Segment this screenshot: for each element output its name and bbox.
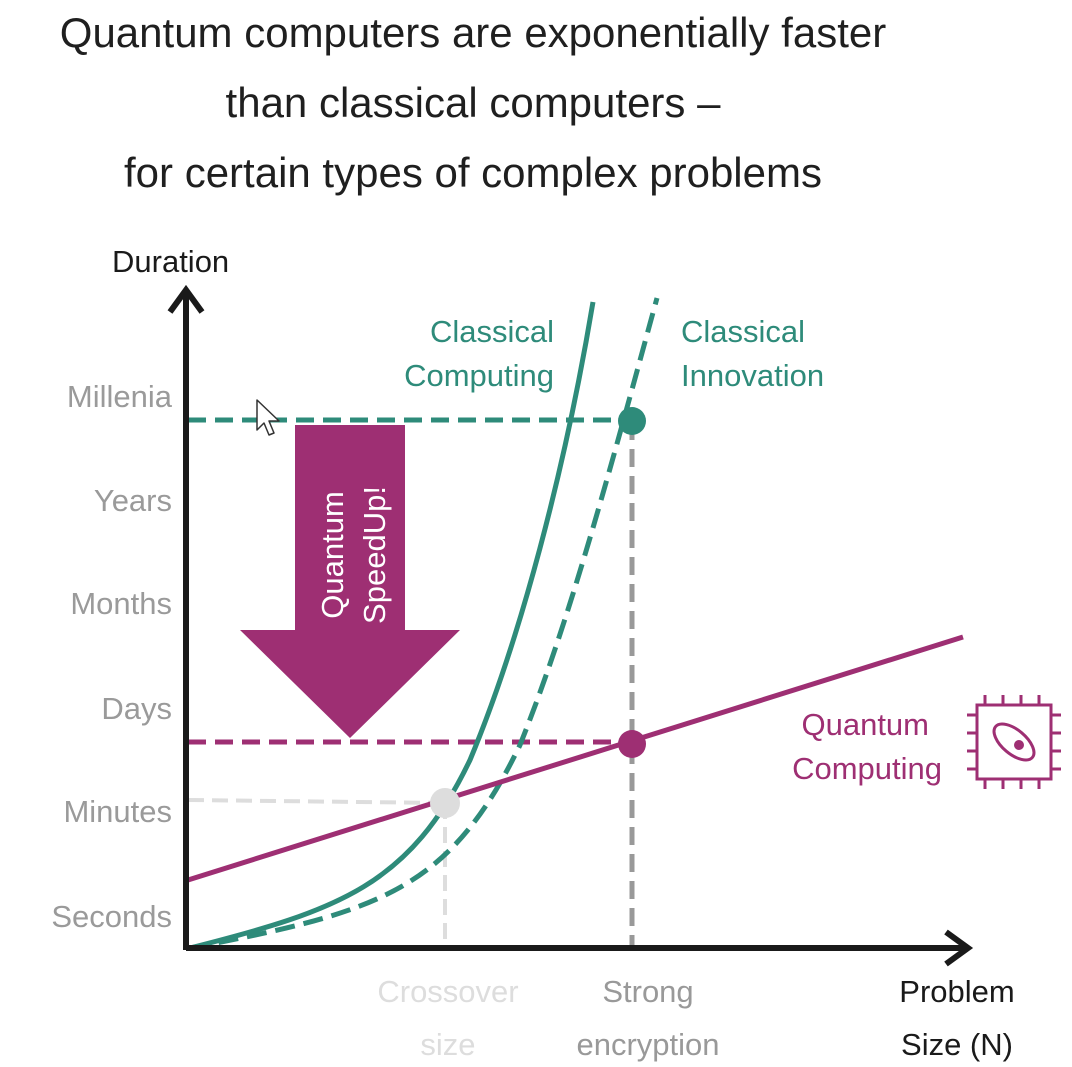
classical-innovation-curve [189, 297, 660, 951]
quantum-chip-icon [967, 695, 1061, 789]
y-tick-years: Years [94, 483, 172, 518]
quantum-computing-line [187, 634, 964, 883]
speedup-label-line1: Quantum [315, 491, 350, 619]
speedup-label-line2: SpeedUp! [357, 486, 392, 624]
encryption-label-line2: encryption [576, 1027, 719, 1062]
crossover-label-line2: size [420, 1027, 475, 1062]
title-line-1: Quantum computers are exponentially fast… [59, 9, 887, 56]
y-tick-seconds: Seconds [51, 899, 172, 934]
quantum-speedup-arrow [240, 425, 460, 738]
encryption-label-line1: Strong [602, 974, 693, 1009]
crossover-horizontal-guide [187, 798, 446, 805]
x-axis-label-line2: Size (N) [901, 1027, 1013, 1062]
quantum-computing-label-line2: Computing [792, 751, 942, 786]
title-line-2: than classical computers – [225, 79, 721, 126]
crossover-label-line1: Crossover [377, 974, 518, 1009]
title-line-3: for certain types of complex problems [124, 149, 822, 196]
classical-innovation-label-line1: Classical [681, 314, 805, 349]
y-axis-arrowhead [167, 284, 205, 314]
y-tick-millenia: Millenia [67, 379, 173, 414]
classical-computing-label-line2: Computing [404, 358, 554, 393]
classical-computing-label-line1: Classical [430, 314, 554, 349]
classical-innovation-label-line2: Innovation [681, 358, 824, 393]
x-axis-label-line1: Problem [899, 974, 1014, 1009]
y-tick-months: Months [70, 586, 172, 621]
mouse-cursor-icon [256, 399, 280, 436]
crossover-point [430, 788, 460, 818]
classical-computing-curve [189, 301, 596, 951]
quantum-encryption-point [618, 730, 646, 758]
quantum-computing-label-line1: Quantum [801, 707, 929, 742]
y-tick-days: Days [101, 691, 172, 726]
classical-innovation-encryption-point [618, 407, 646, 435]
x-axis-arrowhead [944, 929, 974, 967]
y-tick-minutes: Minutes [63, 794, 172, 829]
y-axis-label: Duration [112, 244, 229, 279]
